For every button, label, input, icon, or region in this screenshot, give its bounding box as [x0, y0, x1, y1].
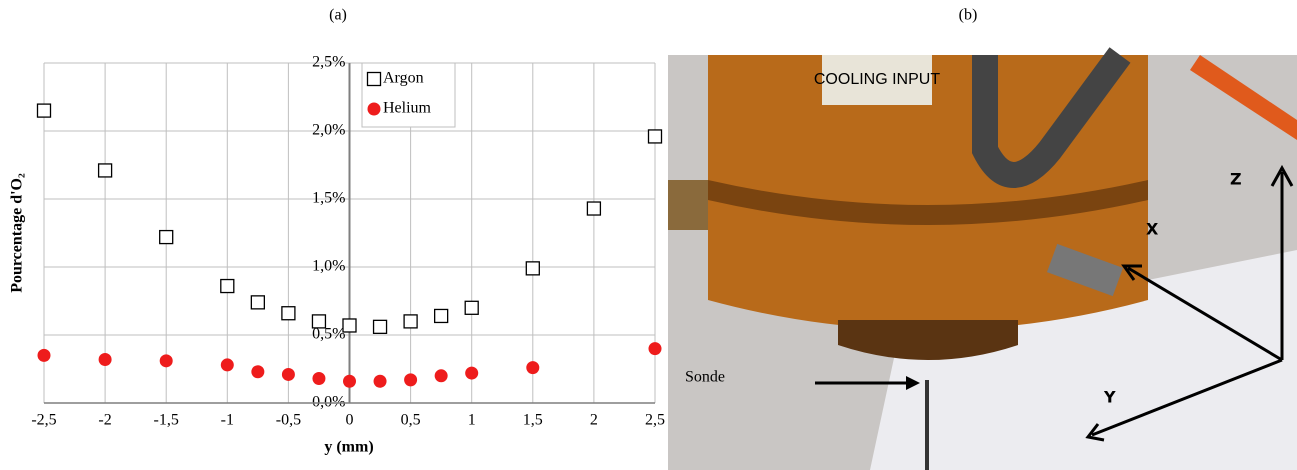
plate-text: COOLING INPUT	[814, 71, 940, 88]
y-tick-label: 2,5%	[312, 54, 345, 71]
plate	[822, 55, 932, 105]
marker	[373, 374, 387, 388]
x-tick-label: -1	[221, 412, 234, 429]
marker	[403, 314, 418, 329]
x-tick-label: -1,5	[154, 412, 179, 429]
marker	[251, 365, 265, 379]
marker	[464, 300, 479, 315]
x-tick-label: 0	[346, 412, 354, 429]
marker	[342, 318, 357, 333]
arrow-head	[906, 376, 920, 390]
marker	[159, 354, 173, 368]
marker	[98, 352, 112, 366]
marker	[281, 306, 296, 321]
marker	[311, 314, 327, 329]
y-tick-label: 0,0%	[312, 394, 345, 411]
marker	[281, 367, 295, 381]
marker	[372, 319, 388, 334]
legend-marker	[366, 71, 382, 87]
y-tick-label: 1,5%	[312, 190, 345, 207]
legend-marker	[367, 102, 381, 116]
legend-label: Argon	[383, 70, 424, 87]
marker	[465, 366, 479, 380]
y-tick-label: 1,0%	[312, 258, 345, 275]
x-tick-label: -0,5	[276, 412, 301, 429]
panel-label: (b)	[959, 7, 978, 24]
x-axis-label: y (mm)	[324, 439, 373, 456]
axes-arrows	[1085, 164, 1294, 442]
marker	[220, 358, 234, 372]
legend-label: Helium	[383, 100, 432, 117]
marker	[434, 369, 448, 383]
x-tick-label: -2,5	[31, 412, 56, 429]
photo: COOLING INPUT Sonde X Y Z	[668, 47, 1297, 470]
marker	[525, 261, 540, 276]
nozzle	[838, 320, 1018, 360]
x-tick-label: 2	[590, 412, 598, 429]
marker	[647, 129, 663, 144]
marker	[586, 201, 602, 216]
marker	[526, 361, 540, 375]
cylinder	[708, 55, 1148, 330]
y-tick-label: 2,0%	[312, 122, 345, 139]
probe-label: Sonde	[685, 369, 725, 386]
marker	[404, 373, 418, 387]
connector	[1046, 243, 1124, 297]
axis-letter: X	[1146, 220, 1159, 239]
marker	[433, 308, 449, 324]
y-axis-label: Pourcentage d'O₂	[9, 173, 26, 293]
x-tick-label: 0,5	[401, 412, 421, 429]
clamp	[972, 47, 1131, 188]
tube	[1190, 55, 1297, 140]
axis-letter: Y	[1103, 388, 1116, 407]
band	[708, 180, 1148, 225]
marker	[37, 348, 51, 362]
y-tick-label: 0,5%	[312, 326, 345, 343]
marker	[97, 163, 113, 178]
marker	[220, 278, 235, 294]
x-tick-label: -2	[98, 412, 111, 429]
marker	[36, 103, 52, 118]
marker	[312, 372, 326, 386]
panel-label: (a)	[329, 7, 347, 24]
marker	[648, 342, 662, 356]
marker	[250, 295, 266, 310]
x-tick-label: 1,5	[523, 412, 543, 429]
marker	[159, 229, 174, 245]
axis-letter: Z	[1230, 170, 1242, 189]
marker	[343, 374, 356, 388]
x-tick-label: 2,5	[645, 412, 665, 429]
x-tick-label: 1	[468, 412, 476, 429]
